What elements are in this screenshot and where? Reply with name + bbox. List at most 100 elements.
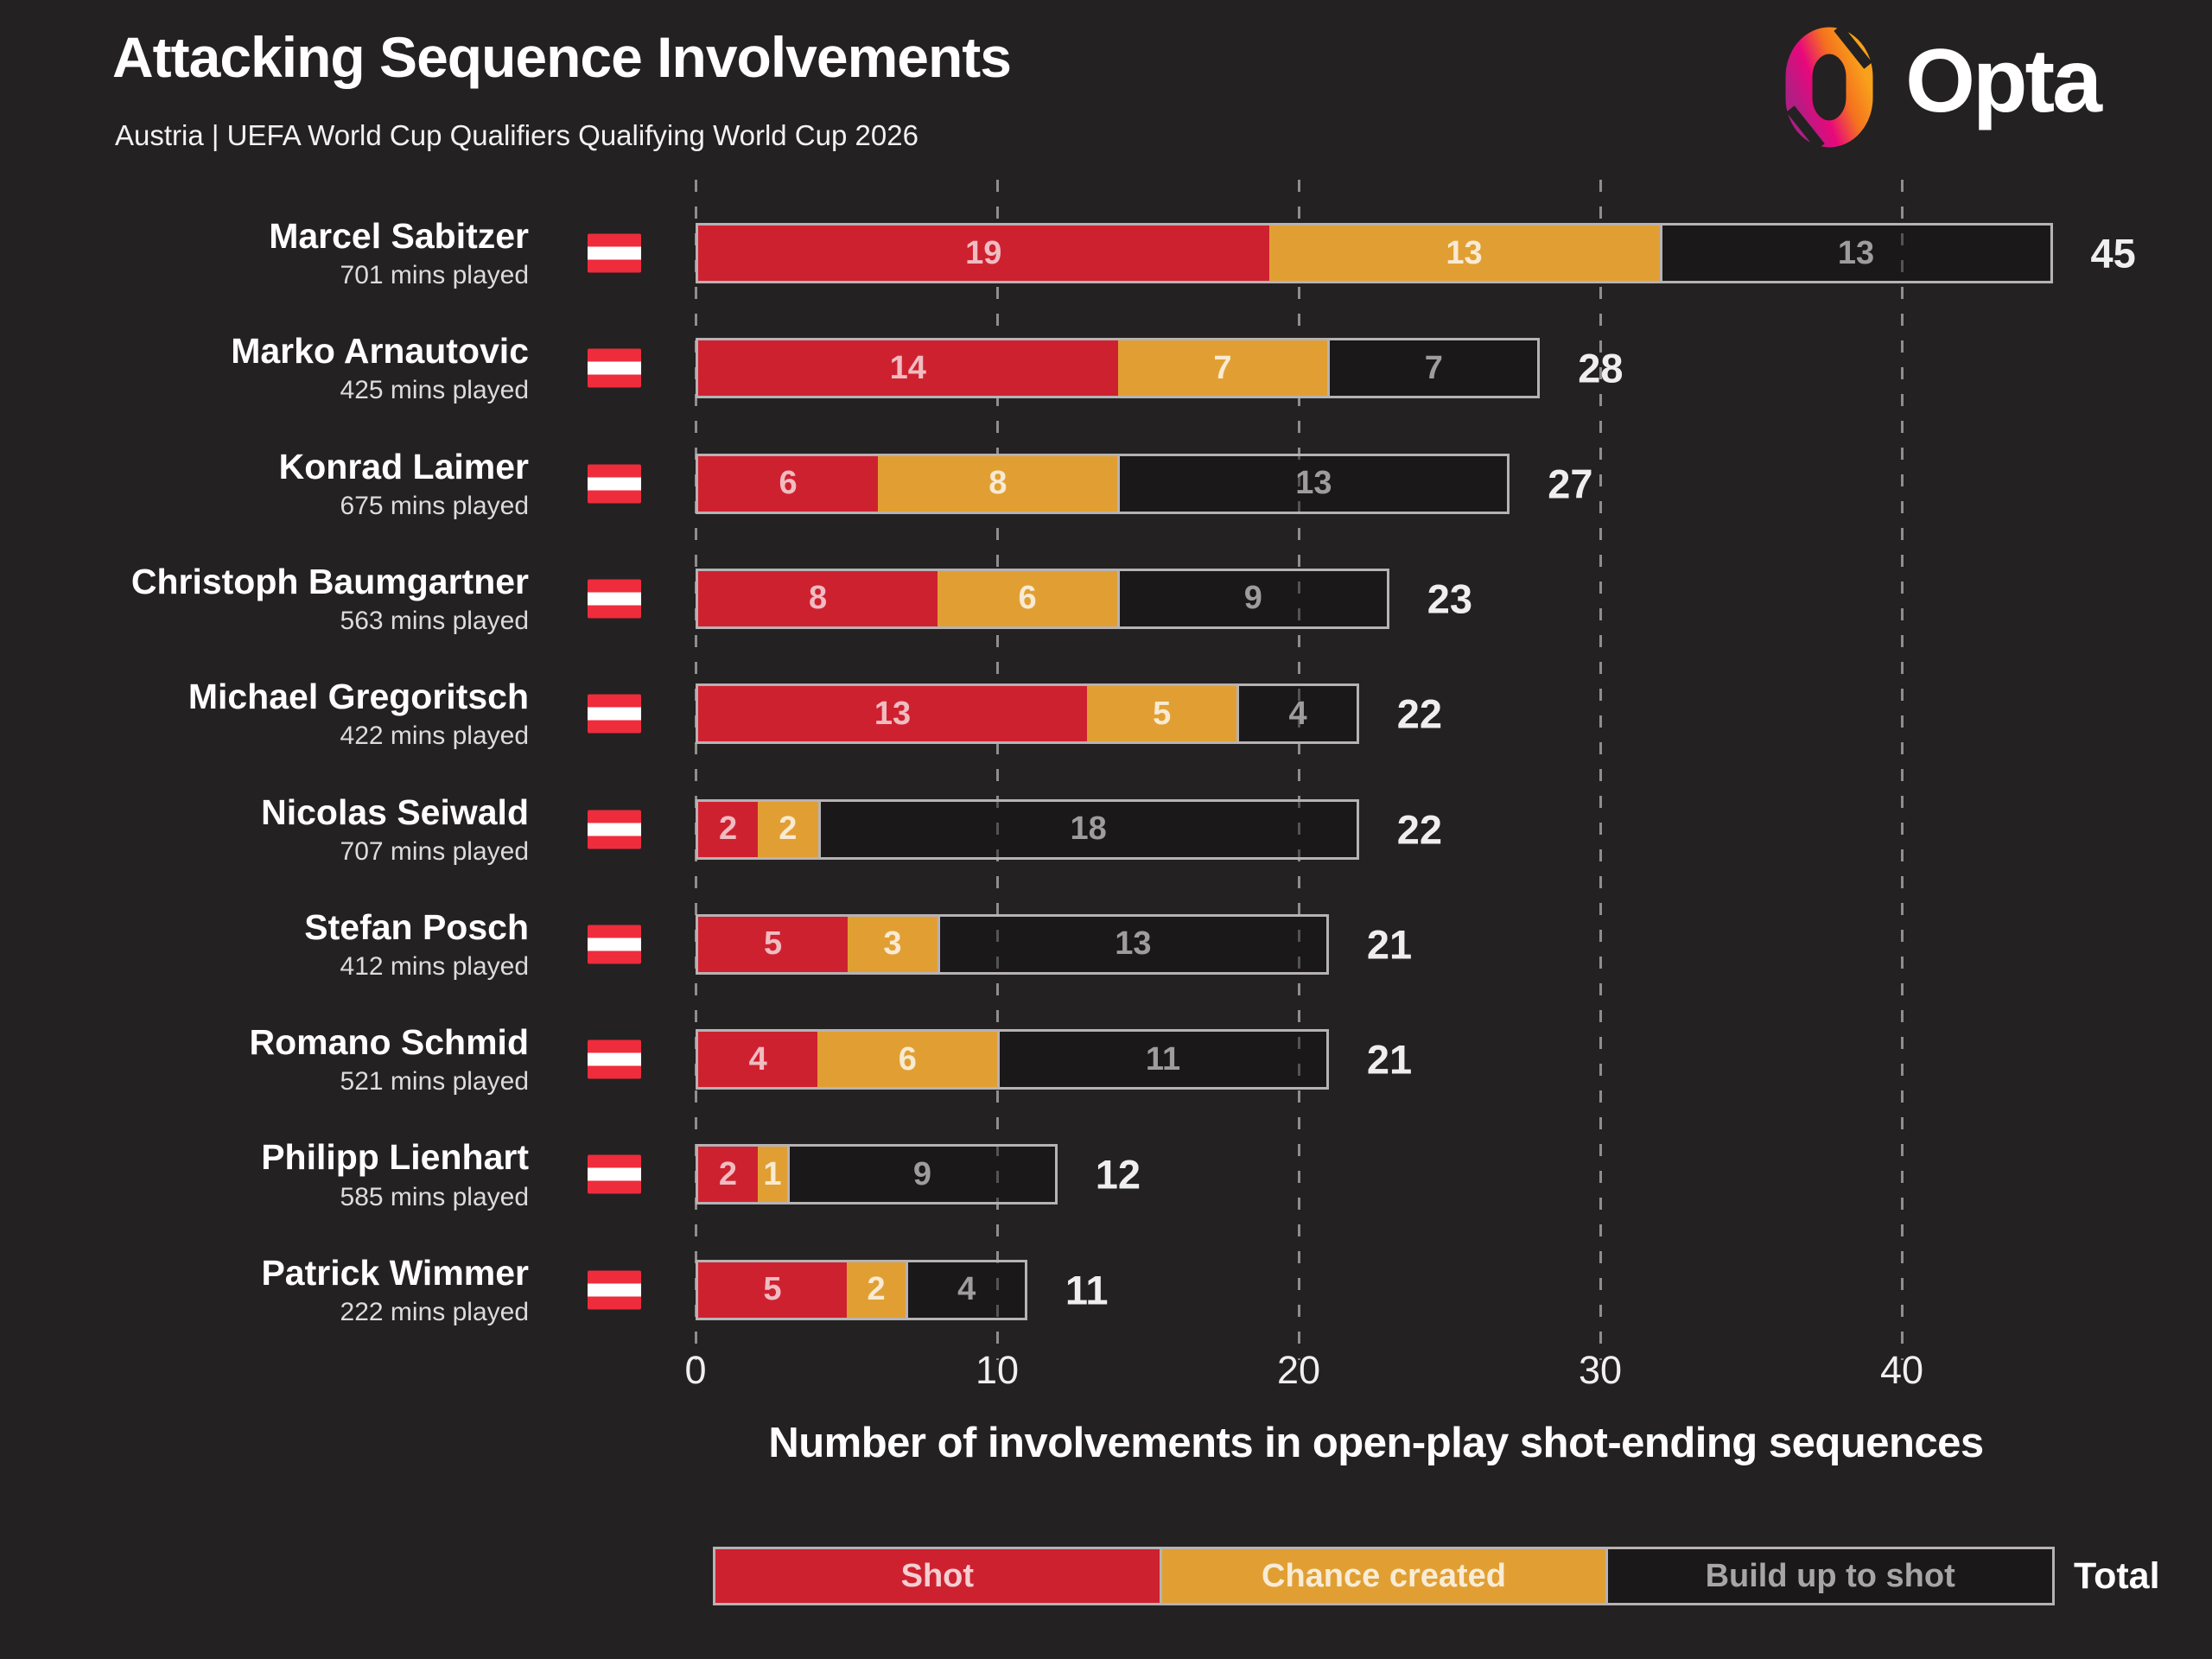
segment-chance: 6 (938, 570, 1117, 626)
flag-stripe (588, 1270, 641, 1284)
total-value: 45 (2090, 230, 2136, 276)
stacked-bar: 2 2 18 (696, 798, 1359, 860)
x-tick-20: 20 (1276, 1348, 1321, 1392)
segment-chance: 2 (758, 801, 818, 857)
player-minutes: 521 mins played (340, 1067, 529, 1096)
segment-build: 9 (1116, 570, 1387, 626)
flag-stripe (588, 348, 641, 362)
total-value: 22 (1396, 690, 1443, 737)
flag-stripe (588, 374, 641, 388)
segment-value: 6 (898, 1040, 917, 1077)
page-subtitle: Austria | UEFA World Cup Qualifiers Qual… (115, 119, 918, 151)
player-label: Marko Arnautovic 425 mins played (0, 331, 529, 405)
segment-value: 6 (779, 465, 798, 502)
player-minutes: 707 mins played (340, 836, 529, 866)
player-label: Christoph Baumgartner 563 mins played (0, 562, 529, 636)
segment-value: 4 (1288, 695, 1307, 732)
segment-build: 13 (937, 916, 1326, 972)
player-row: Konrad Laimer 675 mins played 6 8 13 27 (0, 447, 2212, 520)
flag-stripe (588, 694, 641, 708)
player-label: Michael Gregoritsch 422 mins played (0, 677, 529, 751)
player-name: Konrad Laimer (278, 446, 529, 486)
player-row: Stefan Posch 412 mins played 5 3 13 21 (0, 907, 2212, 981)
segment-build: 13 (1117, 455, 1508, 512)
segment-value: 13 (1115, 925, 1152, 963)
x-tick-10: 10 (975, 1348, 1020, 1392)
player-label: Marcel Sabitzer 701 mins played (0, 216, 529, 290)
austria-flag-icon (588, 925, 641, 964)
segment-value: 9 (912, 1155, 932, 1192)
flag-stripe (588, 1065, 641, 1079)
segment-chance: 6 (817, 1032, 998, 1088)
segment-value: 2 (719, 810, 738, 847)
player-name: Michael Gregoritsch (188, 677, 529, 717)
player-row: Nicolas Seiwald 707 mins played 2 2 18 22 (0, 791, 2212, 865)
player-label: Romano Schmid 521 mins played (0, 1022, 529, 1096)
stacked-bar: 14 7 7 (696, 338, 1541, 399)
segment-value: 13 (874, 695, 912, 732)
flag-stripe (588, 259, 641, 273)
segment-chance: 5 (1087, 686, 1237, 742)
segment-value: 8 (988, 465, 1007, 502)
x-tick-40: 40 (1879, 1348, 1924, 1392)
legend-total-label: Total (2074, 1554, 2160, 1597)
player-label: Stefan Posch 412 mins played (0, 907, 529, 982)
austria-flag-icon (588, 694, 641, 734)
segment-value: 9 (1243, 580, 1262, 617)
legend-shot-swatch: Shot (715, 1549, 1160, 1603)
segment-value: 19 (965, 234, 1002, 271)
segment-build: 4 (906, 1262, 1025, 1318)
player-name: Romano Schmid (249, 1022, 529, 1063)
legend: Shot Chance created Build up to shot (713, 1547, 2055, 1605)
segment-value: 6 (1018, 580, 1037, 617)
segment-value: 18 (1070, 810, 1107, 847)
player-name: Patrick Wimmer (261, 1252, 529, 1293)
player-name: Marcel Sabitzer (269, 215, 529, 256)
segment-chance: 3 (848, 916, 938, 972)
austria-flag-icon (588, 810, 641, 849)
segment-value: 7 (1213, 349, 1232, 386)
flag-stripe (588, 823, 641, 836)
player-minutes: 675 mins played (340, 491, 529, 520)
flag-stripe (588, 477, 641, 491)
total-value: 22 (1396, 806, 1443, 852)
flag-stripe (588, 1296, 641, 1310)
player-label: Nicolas Seiwald 707 mins played (0, 791, 529, 866)
segment-chance: 2 (846, 1262, 906, 1318)
legend-chance-created-label: Chance created (1262, 1557, 1507, 1594)
segment-build: 4 (1236, 686, 1357, 742)
stacked-bar: 5 2 4 (696, 1259, 1027, 1320)
player-minutes: 563 mins played (340, 606, 529, 635)
flag-stripe (588, 464, 641, 478)
x-tick-30: 30 (1578, 1348, 1623, 1392)
player-name: Christoph Baumgartner (130, 561, 529, 601)
legend-build-up-label: Build up to shot (1705, 1557, 1955, 1594)
legend-chance-created-swatch: Chance created (1159, 1549, 1606, 1603)
player-label: Patrick Wimmer 222 mins played (0, 1253, 529, 1327)
flag-stripe (588, 1039, 641, 1053)
flag-stripe (588, 707, 641, 721)
segment-value: 11 (1145, 1040, 1181, 1077)
austria-flag-icon (588, 579, 641, 619)
player-minutes: 412 mins played (340, 951, 529, 981)
flag-stripe (588, 836, 641, 849)
segment-shot: 13 (698, 686, 1088, 742)
total-value: 11 (1065, 1267, 1109, 1313)
segment-value: 5 (763, 925, 783, 963)
segment-value: 13 (1446, 234, 1483, 271)
total-value: 12 (1095, 1151, 1141, 1198)
gridline-40 (1900, 180, 1904, 1360)
flag-stripe (588, 233, 641, 247)
total-value: 21 (1366, 921, 1413, 968)
segment-chance: 7 (1117, 340, 1328, 397)
segment-value: 5 (1153, 695, 1172, 732)
flag-stripe (588, 810, 641, 823)
player-row: Marcel Sabitzer 701 mins played 19 13 13 45 (0, 216, 2212, 289)
x-axis-title: Number of involvements in open-play shot… (768, 1420, 1984, 1466)
flag-stripe (588, 1154, 641, 1168)
player-label: Philipp Lienhart 585 mins played (0, 1137, 529, 1211)
segment-shot: 6 (698, 455, 879, 512)
